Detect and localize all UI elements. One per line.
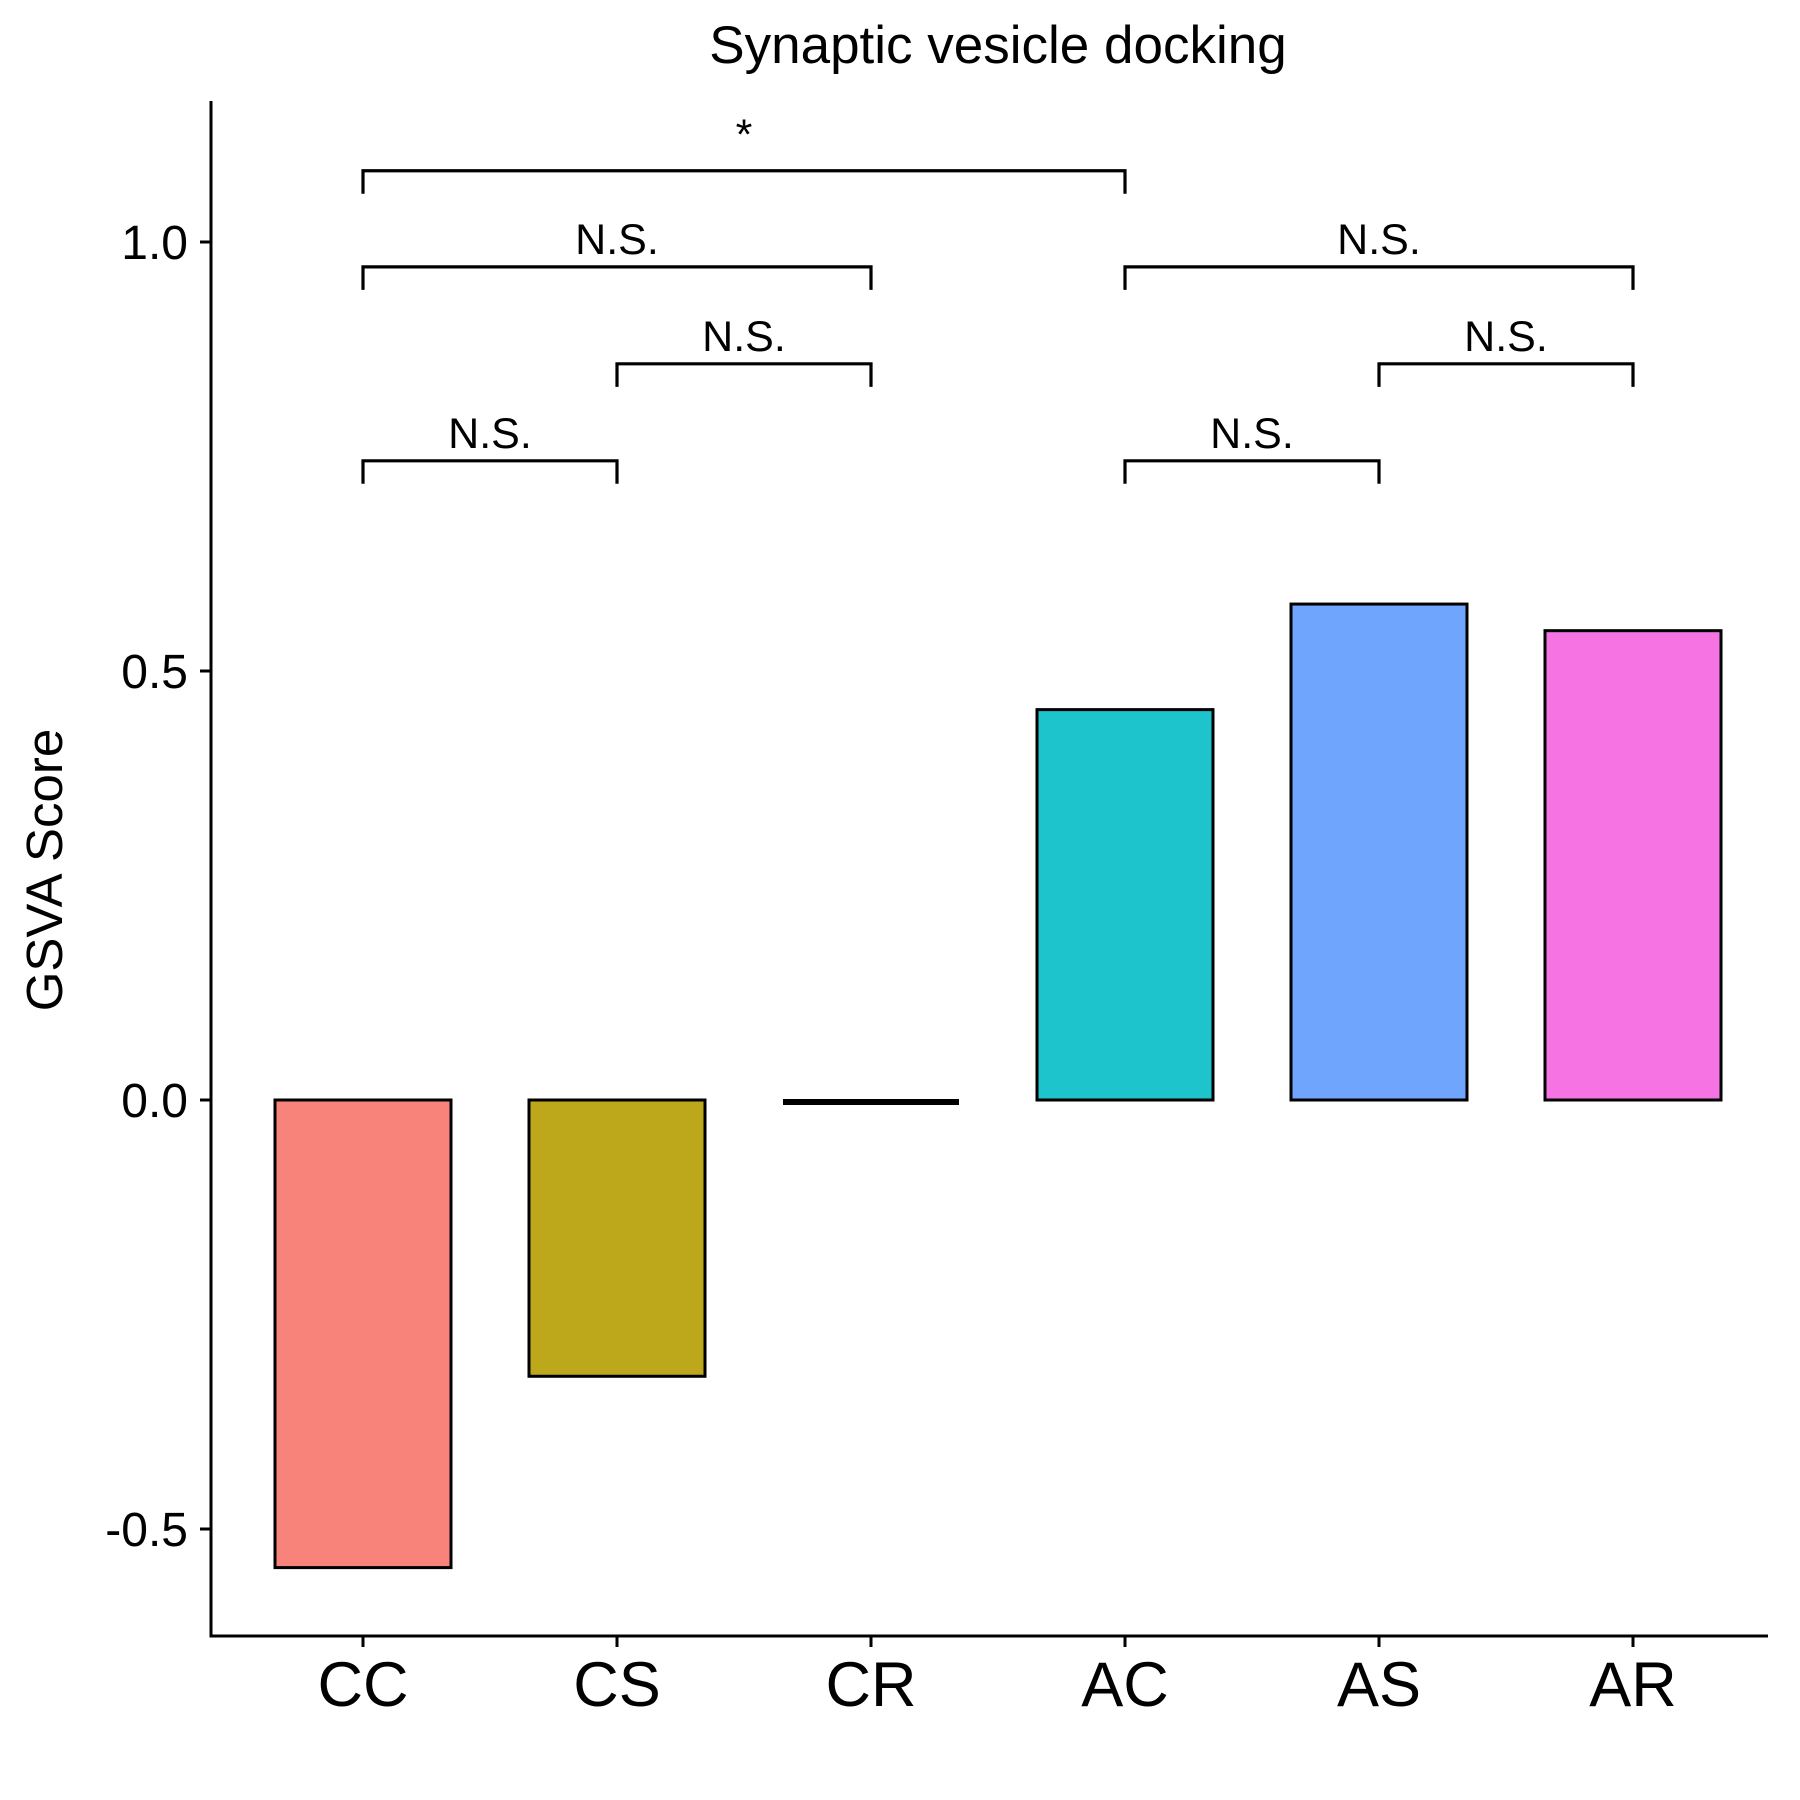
significance-bracket [361,459,619,484]
significance-bracket [615,362,873,387]
bar-as [1289,602,1469,1102]
y-tick-label: 1.0 [121,217,188,270]
x-tick-label: CC [318,1650,409,1720]
y-tick-label: 0.5 [121,646,188,699]
chart-title: Synaptic vesicle docking [709,16,1286,75]
significance-label: N.S. [1210,410,1294,458]
significance-label: N.S. [1464,313,1548,361]
bar-cs [527,1098,707,1378]
bar-ar [1543,629,1723,1102]
significance-bracket [361,265,873,290]
significance-bracket [361,169,1127,194]
significance-bracket [1377,362,1635,387]
x-tick-label: CS [573,1650,661,1720]
significance-bracket [1123,459,1381,484]
significance-label: * [736,111,753,159]
y-tick-label: -0.5 [105,1504,188,1557]
x-tick-label: AS [1337,1650,1421,1720]
y-ticks-group: -0.5 0.0 0.5 1.0 [105,217,211,1557]
significance-bracket [1123,265,1635,290]
significance-label: N.S. [448,410,532,458]
y-tick-label: 0.0 [121,1075,188,1128]
significance-label: N.S. [702,313,786,361]
x-tick-label: CR [826,1650,917,1720]
y-axis-label: GSVA Score [16,729,73,1012]
significance-label: N.S. [1337,216,1421,264]
bar-ac [1035,708,1215,1102]
x-tick-label: AC [1081,1650,1169,1720]
axes-group [209,101,1768,1638]
bar-cc [273,1098,453,1570]
significance-brackets-group: N.S. N.S. N.S. * N.S. N.S. N.S. [361,111,1635,484]
bars-group [273,602,1723,1570]
x-tick-label: AR [1589,1650,1677,1720]
x-ticks-group: CC CS CR AC AS AR [318,1636,1677,1720]
significance-label: N.S. [575,216,659,264]
